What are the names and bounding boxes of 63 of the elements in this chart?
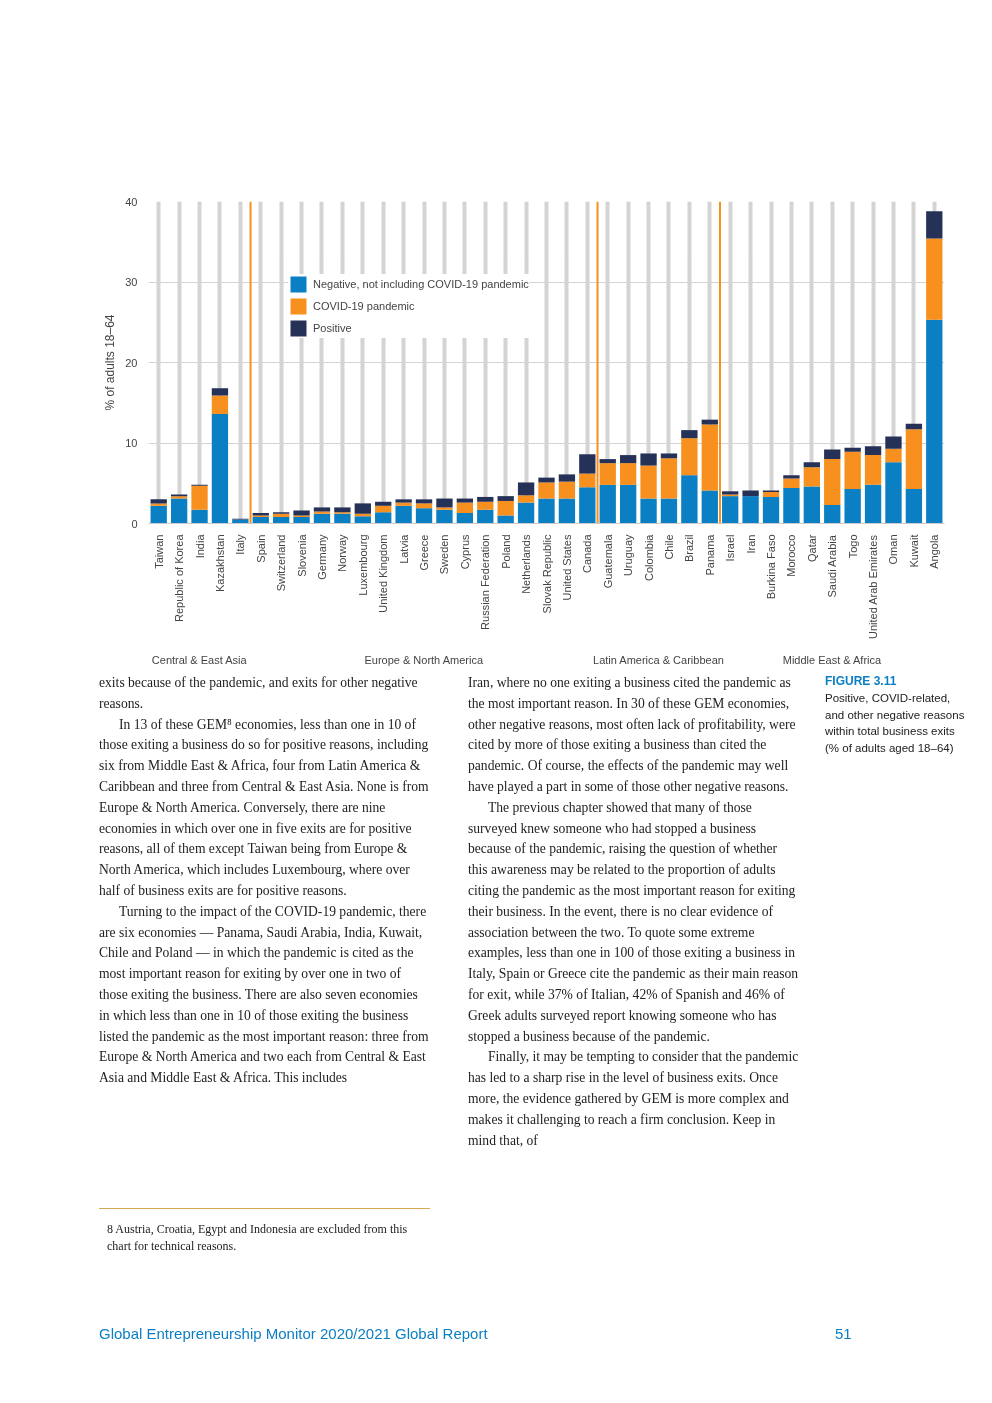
x-tick-label: Greece [418,534,431,571]
y-tick-label: 30 [125,276,138,288]
x-tick-label: Iran [744,534,757,554]
x-tick-label: Sweden [438,534,451,575]
x-tick-label: Israel [724,534,737,562]
x-tick-label: Slovak Republic [540,534,553,614]
x-tick-label: Kazakhstan [213,534,226,592]
text: FIGURE 3.11 [825,673,898,690]
x-tick-label: United States [560,534,573,601]
text: The previous chapter showed that many of those surveyed knew someone who had stopped a business because of the pandemic, raising the question of whether this awareness may be related to the proportion of adults citing the pandemic as the most important reason for exiting their business. In the event, there is no clear evidence of association between the two. To quote some extreme examples, less than one in 100 of those exiting a business in Italy, Spain or Greece cite the pandemic as their main reason for exit, while 37% of Italian, 42% of Spanish and 46% of Greek adults surveyed report knowing someone who has stopped a business because of the pandemic. [468,799,799,1044]
x-tick-label: Colombia [642,533,655,581]
x-tick-label: Morocco [785,534,798,577]
x-tick-label: Canada [581,533,594,574]
x-tick-label: Guatemala [601,533,614,589]
x-tick-label: Uruguay [622,534,635,577]
x-tick-label: Oman [887,534,900,565]
legend-label: Negative, not including COVID-19 pandemic [313,278,529,290]
x-tick-label: Cyprus [458,534,471,570]
x-tick-label: Slovenia [295,533,308,577]
x-tick-label: Saudi Arabia [826,534,839,598]
text: 8 Austria, Croatia, Egypt and Indonesia are excluded from this chart for technical reasons. [99,1208,430,1255]
x-tick-label: Panama [703,533,716,576]
y-axis-title: % of adults 18–64 [103,314,118,411]
legend-label: COVID-19 pandemic [313,300,415,312]
y-tick-label: 10 [125,437,138,449]
x-tick-label: Luxembourg [356,534,369,596]
text: Finally, it may be tempting to consider that the pandemic has led to a sharp rise in the level of business exits. Once more, the evidence gathered by GEM is more complex and makes it challenging to reach a firm conclusion. Keep in mind that, of [468,1048,799,1150]
x-tick-label: United Kingdom [377,534,390,613]
x-tick-label: Qatar [805,534,818,563]
x-tick-label: Kuwait [907,534,920,568]
x-tick-label: Republic of Korea [173,533,186,622]
legend-label: Positive [313,322,352,334]
x-tick-label: Germany [315,534,328,580]
x-tick-label: Angola [928,533,941,569]
x-tick-label: Netherlands [520,534,533,594]
y-tick-label: 20 [125,356,138,369]
x-tick-label: Brazil [683,534,696,563]
text: Global Entrepreneurship Monitor 2020/2021 Global Report [98,1324,488,1344]
text: 51 [835,1324,852,1344]
x-tick-label: Russian Federation [479,534,492,630]
x-tick-label: Burkina Faso [765,534,778,600]
x-tick-label: Togo [846,534,859,559]
x-tick-label: United Arab Emirates [867,534,880,640]
text: Iran, where no one exiting a business cited the pandemic as the most important reason. In 30 of these GEM economies, other negative reasons, most often lack of profitability, were cited by more of those exiting a business than cited the pandemic. Of course, the effects of the pandemic may well have played a part in some of those other negative reasons. [468,674,797,796]
x-tick-label: Latvia [397,533,410,564]
y-tick-label: 0 [131,517,138,530]
text: Positive, COVID-related, and other negative reasons within total business exits (% of adults aged 18–64) [825,691,965,756]
x-tick-label: Spain [254,534,267,563]
x-tick-label: Italy [234,534,247,555]
text: Central & East Asia [151,653,248,666]
text: In 13 of these GEM⁸ economies, less than one in 10 of those exiting a business do so for positive reasons, including six from Middle East & Africa, four from Latin America & Caribbean and three from Central & East Asia. None is from Europe & North America. Conversely, there are nine economies in which over one in five exits are for positive reasons, all of them except Taiwan being from Europe & North America, which includes Luxembourg, where over half of business exits are for positive reasons. [99,716,429,898]
text: Europe & North America [364,653,484,666]
x-tick-label: Chile [662,534,675,560]
text: Latin America & Caribbean [593,653,724,666]
text: Middle East & Africa [782,653,883,666]
x-tick-label: Switzerland [275,534,288,592]
y-tick-label: 40 [125,195,138,208]
x-tick-label: Poland [499,534,512,569]
text: exits because of the pandemic, and exits for other negative reasons. [99,674,419,713]
x-tick-label: Norway [336,534,349,572]
text: Turning to the impact of the COVID-19 pandemic, there are six economies — Panama, Saudi Arabia, India, Kuwait, Chile and Poland — in which the pandemic is cited as the most important reason for exiting by over one in two of those exiting the business. There are also seven economies in which less than one in 10 of those exiting the business listed the pandemic as the most important reason: three from Europe & North America and two each from Central & East Asia and Middle East & Africa. This includes [99,903,429,1086]
x-tick-label: Taiwan [152,534,165,569]
x-tick-label: India [193,533,206,559]
